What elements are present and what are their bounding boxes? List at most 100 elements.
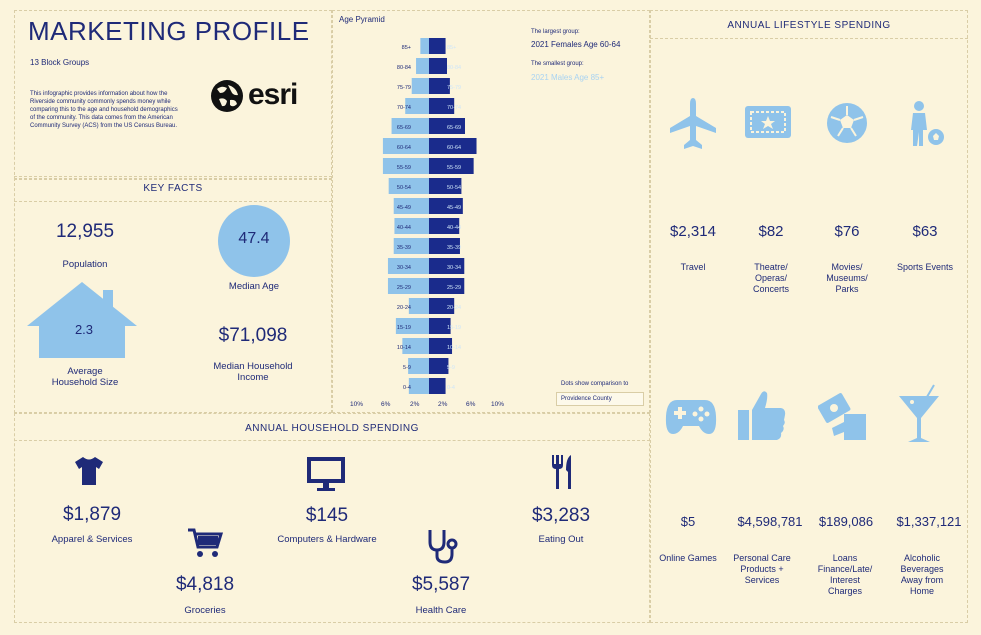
female-bar: [429, 318, 451, 334]
age-label-left: 30-34: [397, 265, 411, 271]
age-label-right: 20-24: [447, 305, 461, 311]
esri-logo: esri: [210, 78, 310, 114]
female-bar: [429, 258, 465, 274]
female-bar: [429, 238, 460, 254]
age-label-left: 25-29: [397, 285, 411, 291]
age-label-left: 15-19: [397, 325, 411, 331]
movies-value: $76: [834, 223, 860, 240]
age-label-left: 85+: [402, 45, 411, 51]
female-bar: [429, 138, 477, 154]
female-bar: [429, 338, 453, 354]
globe-icon: [211, 80, 243, 112]
stethoscope-icon: [428, 530, 458, 564]
age-label-left: 35-39: [397, 245, 411, 251]
age-label-right: 30-34: [447, 265, 461, 271]
x-tick-label: 10%: [491, 401, 505, 408]
groceries-label: Groceries: [184, 605, 226, 616]
female-bar: [429, 218, 460, 234]
lifestyle-heading: ANNUAL LIFESTYLE SPENDING: [727, 20, 891, 31]
male-bar: [408, 358, 429, 374]
age-label-left: 80-84: [397, 65, 411, 71]
male-bar: [405, 98, 429, 114]
male-bar: [408, 378, 429, 394]
age-label-left: 60-64: [397, 145, 411, 151]
pyramid-title: Age Pyramid: [339, 15, 385, 24]
sports-events-label: Sports Events: [896, 262, 954, 272]
male-bar: [393, 198, 429, 214]
online-games-label: Online Games: [659, 553, 717, 563]
thumbs-up-icon: [738, 391, 786, 440]
income-value: $71,098: [218, 325, 288, 346]
airplane-icon: [670, 98, 716, 149]
travel-label: Travel: [680, 262, 706, 272]
age-label-right: 40-44: [447, 225, 461, 231]
fork-knife-icon: [552, 455, 571, 489]
age-label-left: 70-74: [397, 105, 411, 111]
male-bar: [382, 138, 429, 154]
groceries-value: $4,818: [175, 574, 235, 595]
online-games-value: $5: [680, 514, 696, 529]
x-tick-label: 10%: [350, 401, 364, 408]
gamepad-icon: [665, 400, 717, 434]
health-care-label: Health Care: [415, 605, 467, 616]
largest-group-label: The largest group:: [531, 29, 580, 35]
median-age-value: 47.4: [238, 230, 270, 247]
age-label-left: 0-4: [403, 385, 411, 391]
ticket-icon: [745, 106, 791, 138]
age-label-left: 20-24: [397, 305, 411, 311]
female-bar: [429, 378, 446, 394]
lifestyle-panel: [650, 10, 968, 623]
cocktail-icon: [899, 384, 939, 442]
male-bar: [394, 218, 429, 234]
pyramid-panel: [332, 10, 650, 413]
comparison-area-select[interactable]: Providence County: [556, 392, 644, 406]
median-age-label: Median Age: [228, 281, 280, 292]
population-label: Population: [62, 259, 108, 270]
apparel-label: Apparel & Services: [51, 534, 133, 545]
age-label-left: 55-59: [397, 165, 411, 171]
age-label-right: 55-59: [447, 165, 461, 171]
age-label-right: 35-39: [447, 245, 461, 251]
male-bar: [408, 298, 429, 314]
movies-label: Movies/ Museums/ Parks: [826, 262, 868, 294]
age-label-right: 0-4: [447, 385, 455, 391]
male-bar: [387, 278, 429, 294]
theatre-label: Theatre/ Operas/ Concerts: [752, 262, 789, 294]
sports-events-value: $63: [912, 223, 938, 240]
age-label-left: 50-54: [397, 185, 411, 191]
age-label-right: 10-14: [447, 345, 461, 351]
esri-logo-text: esri: [248, 78, 298, 111]
age-label-left: 5-9: [403, 365, 411, 371]
household-size-value: 2.3: [74, 322, 94, 337]
profile-panel: [14, 10, 332, 180]
age-label-right: 65-69: [447, 125, 461, 131]
pyramid-x-ticks: 10% 6% 2% 2% 6% 10%: [340, 401, 530, 411]
theatre-value: $82: [758, 223, 784, 240]
female-bar: [429, 158, 474, 174]
male-bar: [387, 258, 429, 274]
alcoholic-beverages-label: Alcoholic Beverages Away from Home: [900, 553, 944, 596]
population-value: 12,955: [55, 221, 115, 242]
age-label-left: 10-14: [397, 345, 411, 351]
eating-out-label: Eating Out: [538, 534, 584, 545]
monitor-icon: [307, 457, 345, 491]
age-label-right: 25-29: [447, 285, 461, 291]
travel-value: $2,314: [670, 223, 716, 240]
loans-label: Loans Finance/Late/ Interest Charges: [817, 553, 873, 596]
age-label-right: 70-74: [447, 105, 461, 111]
page-title: MARKETING PROFILE: [28, 16, 310, 46]
male-bar: [388, 178, 429, 194]
female-bar: [429, 298, 455, 314]
age-label-left: 40-44: [397, 225, 411, 231]
cart-icon: [188, 528, 223, 557]
age-label-right: 5-9: [447, 365, 455, 371]
male-bar: [391, 118, 429, 134]
age-label-left: 75-79: [397, 85, 411, 91]
soccer-ball-icon: [827, 103, 867, 143]
age-label-left: 65-69: [397, 125, 411, 131]
age-label-right: 85+: [447, 45, 456, 51]
personal-care-value: $4,598,781: [737, 514, 803, 529]
median-age-circle: [218, 205, 290, 277]
age-pyramid-chart: 85+ 85+ 80-84 80-84 75-79 75-79 70-74 70-74 65-6…: [382, 38, 477, 394]
eating-out-value: $3,283: [531, 505, 591, 526]
